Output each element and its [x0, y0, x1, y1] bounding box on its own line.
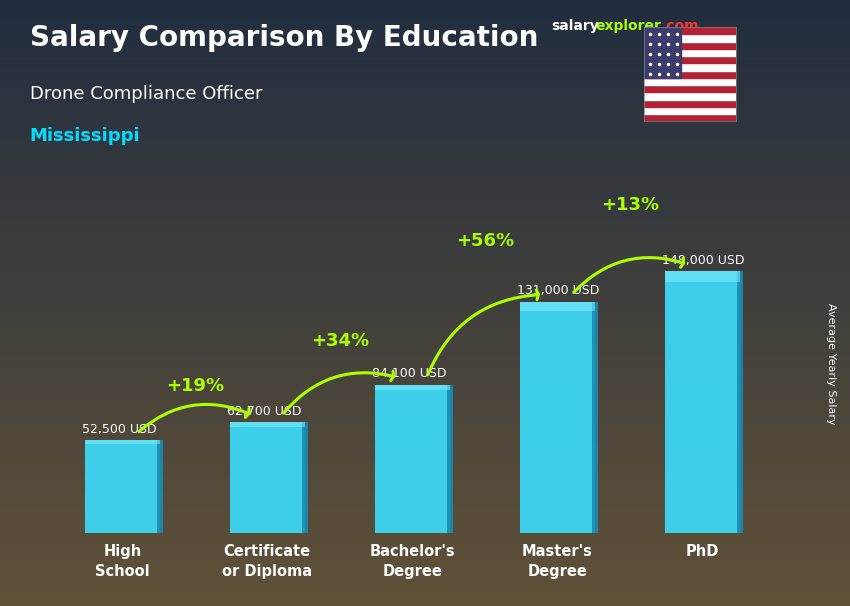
Bar	[303, 422, 308, 533]
Bar	[84, 441, 160, 444]
Text: Drone Compliance Officer: Drone Compliance Officer	[30, 85, 263, 103]
Text: +34%: +34%	[311, 331, 369, 350]
Bar	[447, 385, 452, 533]
Bar	[737, 271, 743, 533]
Bar	[644, 49, 736, 56]
Bar	[665, 271, 740, 282]
Bar	[230, 422, 305, 427]
Text: +19%: +19%	[166, 377, 224, 395]
Bar	[375, 385, 450, 390]
Bar	[230, 422, 305, 533]
Text: 131,000 USD: 131,000 USD	[517, 284, 599, 297]
Text: Average Yearly Salary: Average Yearly Salary	[826, 303, 836, 424]
Text: 52,500 USD: 52,500 USD	[82, 423, 156, 436]
Bar	[644, 78, 736, 85]
Bar	[157, 441, 162, 533]
Bar	[644, 99, 736, 107]
Text: +56%: +56%	[456, 232, 513, 250]
Text: +13%: +13%	[601, 196, 659, 214]
Bar	[644, 71, 736, 78]
Bar	[644, 56, 736, 64]
Bar	[519, 302, 595, 311]
Bar	[592, 302, 598, 533]
Bar	[644, 85, 736, 92]
Bar	[84, 441, 160, 533]
Text: explorer: explorer	[595, 19, 661, 33]
Bar	[375, 385, 450, 533]
Text: 62,700 USD: 62,700 USD	[227, 405, 301, 418]
Bar	[519, 302, 595, 533]
Text: .com: .com	[661, 19, 699, 33]
Bar	[644, 27, 736, 35]
Bar	[644, 64, 736, 71]
Bar	[644, 27, 681, 78]
Bar	[644, 42, 736, 49]
Bar	[644, 107, 736, 114]
Text: Mississippi: Mississippi	[30, 127, 140, 145]
Bar	[665, 271, 740, 533]
Bar	[644, 92, 736, 99]
Bar	[644, 114, 736, 121]
Text: 84,100 USD: 84,100 USD	[371, 367, 446, 380]
Text: Salary Comparison By Education: Salary Comparison By Education	[30, 24, 538, 52]
Bar	[644, 35, 736, 42]
Text: salary: salary	[551, 19, 598, 33]
Text: 148,000 USD: 148,000 USD	[661, 254, 744, 267]
